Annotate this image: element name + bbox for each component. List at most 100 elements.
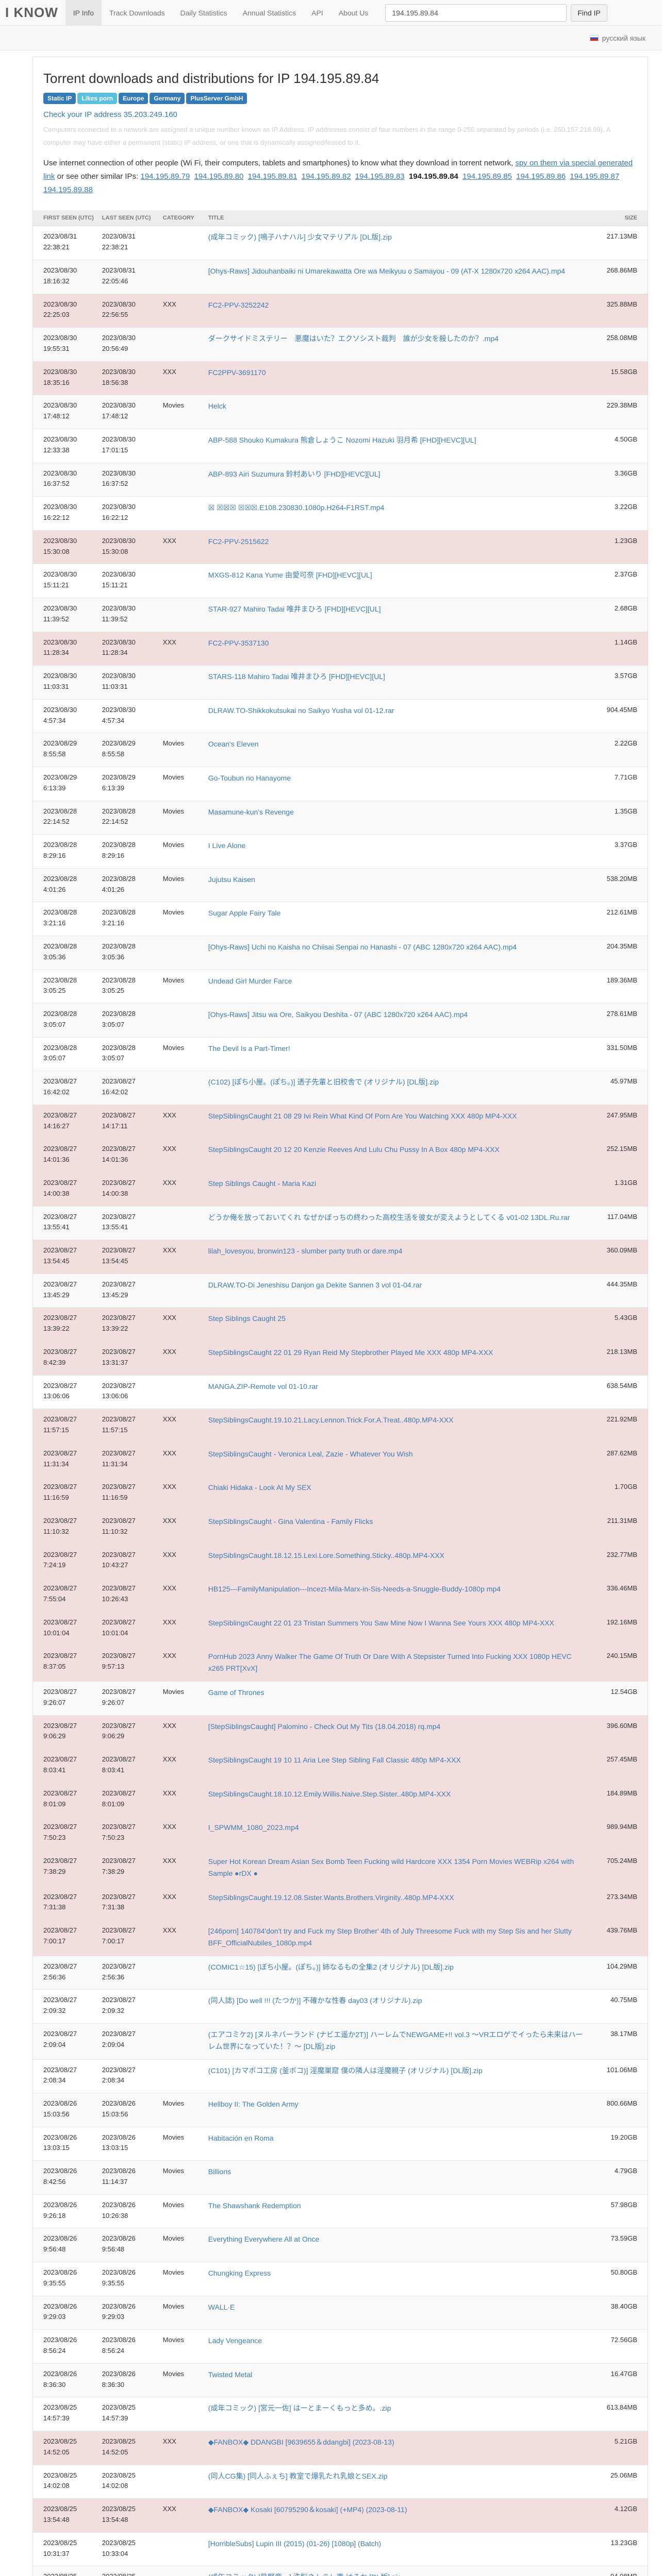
similar-ip-link[interactable]: 194.195.89.88 (43, 185, 93, 195)
size-cell: 212.61MB (591, 902, 648, 936)
torrent-title-link[interactable]: (成年コミック) [鳴子ハナハル] 少女マテリアル [DL版].zip (208, 233, 392, 242)
find-ip-button[interactable]: Find IP (571, 4, 607, 22)
torrent-table: FIRST SEEN (UTC) LAST SEEN (UTC) CATEGOR… (33, 210, 648, 2576)
torrent-title-link[interactable]: [246porn] 140784'don't try and Fuck my S… (208, 1927, 572, 1947)
torrent-title-link[interactable]: どうか俺を放っておいてくれ なぜかぼっちの終わった高校生活を彼女が変えようとして… (208, 1213, 570, 1222)
torrent-title-link[interactable]: Hellboy II: The Golden Army (208, 2100, 299, 2109)
torrent-title-link[interactable]: (成年コミック) [宮元一佐] はーとまーくもっと多め。.zip (208, 2404, 391, 2413)
torrent-title-link[interactable]: FC2-PPV-3537130 (208, 638, 269, 647)
nav-item-daily-statistics[interactable]: Daily Statistics (180, 8, 227, 17)
torrent-title-link[interactable]: StepSiblingsCaught.18.12.15.Lexi.Lore.So… (208, 1551, 444, 1560)
torrent-title-link[interactable]: MXGS-812 Kana Yume 由愛可奈 [FHD][HEVC][UL] (208, 571, 372, 580)
torrent-title-link[interactable]: FC2-PPV-2515622 (208, 537, 269, 546)
similar-ip-link[interactable]: 194.195.89.85 (462, 172, 512, 181)
torrent-title-link[interactable]: The Shawshank Redemption (208, 2201, 301, 2210)
torrent-title-link[interactable]: Super Hot Korean Dream Asian Sex Bomb Te… (208, 1857, 574, 1877)
similar-ip-link[interactable]: 194.195.89.79 (140, 172, 190, 181)
torrent-title-link[interactable]: I Live Alone (208, 841, 246, 850)
torrent-title-link[interactable]: STAR-927 Mahiro Tadai 唯井まひろ [FHD][HEVC][… (208, 604, 381, 613)
torrent-title-link[interactable]: StepSiblingsCaught 22 01 23 Tristan Summ… (208, 1618, 554, 1627)
nav-item-annual-statistics[interactable]: Annual Statistics (242, 8, 296, 17)
torrent-title-link[interactable]: StepSiblingsCaught 19 10 11 Aria Lee Ste… (208, 1756, 461, 1765)
torrent-title-link[interactable]: (C101) [カマボコ工房 (釜ボコ)] 淫魔巣窟 僕の隣人は淫魔親子 (オリ… (208, 2066, 483, 2075)
torrent-title-link[interactable]: Habitación en Roma (208, 2133, 274, 2142)
torrent-title-link[interactable]: StepSiblingsCaught.19.10.21.Lacy.Lennon.… (208, 1416, 454, 1425)
torrent-title-link[interactable]: WALL·E (208, 2302, 235, 2311)
torrent-title-link[interactable]: [Ohys-Raws] Jidouhanbaiki ni Umarekawatt… (208, 267, 566, 276)
table-row: 2023/08/25 10:31:37 2023/08/25 10:33:04 [Hor… (33, 2532, 648, 2566)
torrent-title-link[interactable]: Everything Everywhere All at Once (208, 2235, 320, 2244)
torrent-title-link[interactable]: Step Siblings Caught - Maria Kazi (208, 1179, 317, 1188)
torrent-title-link[interactable]: lilah_lovesyou, bronwin123 - slumber par… (208, 1247, 403, 1256)
torrent-title-link[interactable]: [HorribleSubs] Lupin III (2015) (01-26) … (208, 2539, 382, 2548)
torrent-title-link[interactable]: (C102) [ぽち小屋。(ぽち。)] 透子先輩と旧校舎で (オリジナル) [D… (208, 1078, 439, 1087)
torrent-title-link[interactable]: (COMIC1☆15) [ぽち小屋。(ぽち。)] 姉なるもの全集2 (オリジナル… (208, 1962, 454, 1971)
torrent-title-link[interactable]: MANGA.ZIP-Remote vol 01-10.rar (208, 1382, 318, 1391)
nav-item-ip-info[interactable]: IP Info (65, 0, 102, 25)
similar-ip-link[interactable]: 194.195.89.81 (247, 172, 297, 181)
torrent-title-link[interactable]: (エアコミケ2) [ヌルネバーランド (ナビエ遥か2T)] ハーレムでNEWGA… (208, 2030, 583, 2050)
check-your-ip-link[interactable]: Check your IP address 35.203.249.160 (43, 110, 177, 119)
torrent-title-link[interactable]: Undead Girl Murder Farce (208, 976, 292, 985)
torrent-title-link[interactable]: ◆FANBOX◆ DDANGBI [9639655＆ddangbi] (2023… (208, 2438, 394, 2447)
torrent-title-link[interactable]: [Ohys-Raws] Uchi no Kaisha no Chiisai Se… (208, 942, 517, 951)
torrent-title-link[interactable]: StepSiblingsCaught 22 01 29 Ryan Reid My… (208, 1348, 493, 1357)
nav-item-about-us[interactable]: About Us (338, 8, 369, 17)
torrent-title-link[interactable]: ◆FANBOX◆ Kosaki [60795290＆kosaki] (+MP4)… (208, 2505, 407, 2514)
torrent-title-link[interactable]: STARS-118 Mahiro Tadai 唯井まひろ [FHD][HEVC]… (208, 672, 385, 681)
spy-link[interactable]: spy on them via special generated link (43, 158, 633, 181)
size-cell: 1.14GB (591, 631, 648, 666)
torrent-title-link[interactable]: Lady Vengeance (208, 2336, 262, 2345)
torrent-title-link[interactable]: Step Siblings Caught 25 (208, 1314, 286, 1323)
torrent-title-link[interactable]: StepSiblingsCaught.18.10.12.Emily.Willis… (208, 1789, 451, 1798)
torrent-title-link[interactable]: Game of Thrones (208, 1688, 264, 1697)
torrent-title-link[interactable]: Helck (208, 402, 226, 411)
torrent-title-link[interactable]: [StepSiblingsCaught] Palomino - Check Ou… (208, 1722, 441, 1731)
torrent-title-link[interactable]: PornHub 2023 Anny Walker The Game Of Tru… (208, 1652, 572, 1673)
torrent-title-link[interactable]: Chiaki Hidaka - Look At My SEX (208, 1483, 311, 1492)
torrent-title-link[interactable]: I_SPWMM_1080_2023.mp4 (208, 1823, 299, 1832)
similar-ip-link[interactable]: 194.195.89.86 (516, 172, 566, 181)
language-switch-link[interactable]: русский язык (602, 33, 646, 42)
torrent-title-link[interactable]: ☒ ☒☒☒ ☒☒☒.E108.230830.1080p.H264-F1RST.m… (208, 503, 385, 512)
torrent-title-link[interactable]: FC2-PPV-3252242 (208, 300, 269, 309)
torrent-title-link[interactable]: Billions (208, 2167, 231, 2176)
torrent-title-link[interactable]: The Devil Is a Part-Timer! (208, 1044, 290, 1053)
similar-ip-link[interactable]: 194.195.89.83 (355, 172, 405, 181)
torrent-title-link[interactable]: StepSiblingsCaught 20 12 20 Kenzie Reeve… (208, 1145, 500, 1154)
last-seen-cell: 2023/08/30 22:56:55 (97, 293, 159, 328)
torrent-title-link[interactable]: Ocean's Eleven (208, 740, 259, 749)
torrent-title-link[interactable]: (同人誌) [Do well !!! (たつか)] 不確かな性春 day03 (… (208, 1996, 422, 2005)
torrent-title-link[interactable]: DLRAW.TO-Di Jeneshisu Danjon ga Dekite S… (208, 1280, 422, 1289)
torrent-title-link[interactable]: StepSiblingsCaught - Gina Valentina - Fa… (208, 1517, 373, 1526)
torrent-title-link[interactable]: (同人CG集) [同人ふぇち] 教室で爆乳たれ乳娘とSEX.zip (208, 2471, 388, 2480)
torrent-title-link[interactable]: Jujutsu Kaisen (208, 875, 255, 884)
nav-item-track-downloads[interactable]: Track Downloads (109, 8, 165, 17)
torrent-title-link[interactable]: DLRAW.TO-Shikkokutsukai no Saikyo Yusha … (208, 706, 394, 715)
torrent-title-link[interactable]: (成年コミック) [星野竜一] 洗脳ネトラレ妻 はるか [DL版].zip (208, 2573, 401, 2576)
similar-ip-link[interactable]: 194.195.89.80 (194, 172, 244, 181)
torrent-title-link[interactable]: ABP-588 Shouko Kumakura 熊倉しょうこ Nozomi Ha… (208, 436, 476, 444)
nav-item-api[interactable]: API (311, 8, 323, 17)
torrent-title-link[interactable]: HB125---FamilyManipulation---Incezt-Mila… (208, 1585, 501, 1594)
torrent-title-link[interactable]: StepSiblingsCaught 21 08 29 Ivi Rein Wha… (208, 1111, 517, 1120)
torrent-title-link[interactable]: Sugar Apple Fairy Tale (208, 909, 281, 918)
torrent-title-link[interactable]: StepSiblingsCaught - Veronica Leal, Zazi… (208, 1449, 413, 1458)
torrent-title-link[interactable]: ABP-893 Airi Suzumura 鈴村あいり [FHD][HEVC][… (208, 469, 380, 478)
torrent-title-link[interactable]: FC2PPV-3691170 (208, 368, 266, 377)
torrent-title-link[interactable]: ダークサイドミステリー 悪魔はいた？エクソシスト裁判 誰が少女を殺したのか？.m… (208, 334, 499, 343)
similar-ip-link[interactable]: 194.195.89.87 (570, 172, 620, 181)
category-cell: XXX (158, 530, 204, 564)
site-logo[interactable]: I KNOW (5, 5, 58, 20)
torrent-title-link[interactable]: Masamune-kun's Revenge (208, 807, 294, 816)
torrent-title-link[interactable]: Chungking Express (208, 2269, 271, 2278)
similar-ip-link[interactable]: 194.195.89.82 (301, 172, 351, 181)
torrent-title-link[interactable]: StepSiblingsCaught.19.12.08.Sister.Wants… (208, 1893, 454, 1902)
ip-search-input[interactable] (385, 4, 567, 22)
page-title: Torrent downloads and distributions for … (43, 71, 379, 86)
last-seen-cell: 2023/08/27 2:08:34 (97, 2059, 159, 2093)
torrent-title-link[interactable]: Twisted Metal (208, 2370, 253, 2379)
size-cell: 218.13MB (591, 1341, 648, 1376)
torrent-title-link[interactable]: Go-Toubun no Hanayome (208, 773, 291, 782)
torrent-title-link[interactable]: [Ohys-Raws] Jitsu wa Ore, Saikyou Deshit… (208, 1010, 468, 1019)
